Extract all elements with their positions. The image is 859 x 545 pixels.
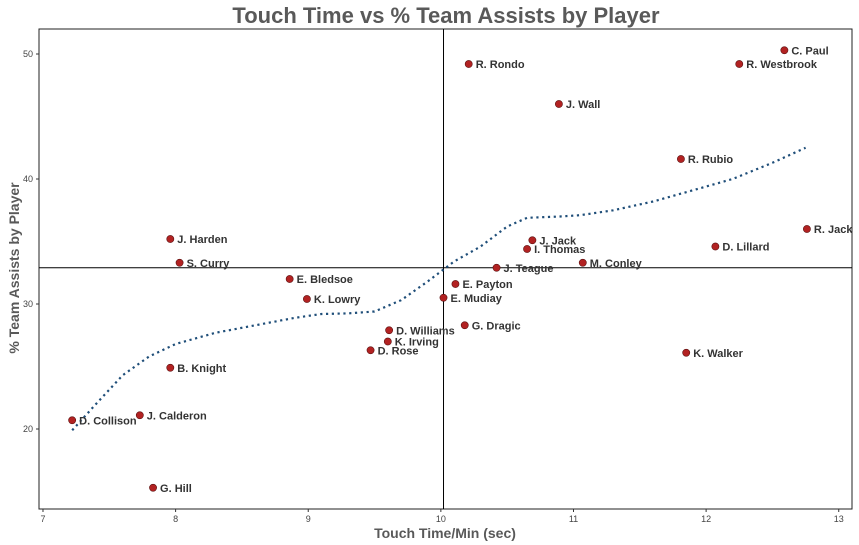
data-point (68, 416, 77, 425)
data-point-label: K. Walker (693, 348, 743, 360)
data-point-label: E. Bledsoe (297, 274, 353, 286)
data-point-label: R. Jack (814, 224, 853, 236)
x-tick-label: 7 (40, 514, 45, 524)
data-point-label: D. Williams (396, 325, 455, 337)
data-point (460, 321, 469, 330)
data-point (366, 346, 375, 355)
data-point (451, 280, 460, 288)
data-point (385, 326, 394, 335)
data-point (682, 348, 691, 357)
data-point-label: E. Payton (462, 279, 512, 291)
data-point (464, 60, 473, 68)
data-point (285, 275, 294, 283)
data-point (303, 295, 311, 303)
x-tick-label: 13 (834, 514, 844, 524)
y-tick-label: 20 (23, 424, 33, 434)
data-point-label: M. Conley (590, 258, 643, 270)
data-point (383, 337, 392, 346)
data-point-label: S. Curry (187, 258, 231, 270)
plot-frame (38, 28, 853, 510)
x-tick-label: 11 (569, 514, 578, 524)
data-point-label: J. Jack (539, 235, 577, 247)
data-point (735, 60, 744, 68)
x-tick-label: 10 (436, 514, 446, 524)
x-tick-label: 12 (701, 514, 711, 524)
y-tick-label: 30 (23, 299, 33, 309)
y-axis-title: % Team Assists by Player (6, 182, 22, 354)
chart-title: Touch Time vs % Team Assists by Player (232, 3, 660, 28)
data-point-label: R. Rondo (476, 59, 525, 71)
data-point-label: D. Collison (79, 415, 137, 427)
data-point (677, 155, 685, 163)
data-point-label: K. Irving (395, 337, 439, 349)
data-point-label: R. Westbrook (746, 59, 818, 71)
data-point-label: E. Mudiay (451, 293, 503, 305)
data-point (780, 46, 789, 55)
data-point-label: C. Paul (791, 45, 828, 57)
data-point (554, 100, 563, 108)
data-point-label: I. Thomas (534, 244, 585, 256)
x-axis-title: Touch Time/Min (sec) (374, 525, 516, 541)
data-point-label: R. Rubio (688, 154, 733, 166)
data-point-label: J. Teague (504, 263, 554, 275)
data-point (175, 258, 184, 267)
data-point (578, 258, 587, 267)
data-point-label: D. Rose (378, 345, 419, 357)
data-point-label: G. Hill (160, 483, 192, 495)
data-points (68, 46, 811, 492)
data-point (149, 483, 157, 492)
x-tick-label: 9 (306, 514, 311, 524)
y-axis-ticks: 20 30 40 50 (23, 49, 39, 434)
x-axis-ticks: 7 8 9 10 11 12 13 (40, 509, 844, 524)
data-point-label: K. Lowry (314, 294, 361, 306)
point-labels: C. Paul R. Westbrook R. Rondo J. Wall R. Rub… (79, 45, 853, 495)
data-point (492, 263, 501, 272)
data-point-label: B. Knight (177, 363, 226, 375)
data-point (523, 245, 531, 253)
data-point (803, 225, 811, 233)
y-tick-label: 40 (23, 174, 33, 184)
data-point-label: D. Lillard (722, 242, 769, 254)
data-point (439, 293, 448, 302)
data-point (166, 235, 175, 243)
data-point-label: J. Harden (177, 234, 227, 246)
data-point (711, 242, 720, 251)
x-tick-label: 8 (173, 514, 178, 524)
data-point (166, 363, 175, 372)
trend-line (71, 146, 807, 432)
data-point-label: J. Wall (566, 99, 600, 111)
data-point-label: J. Calderon (147, 410, 207, 422)
data-point (135, 411, 144, 420)
y-tick-label: 50 (23, 49, 33, 59)
data-point (528, 236, 537, 245)
data-point-label: G. Dragic (472, 320, 521, 332)
